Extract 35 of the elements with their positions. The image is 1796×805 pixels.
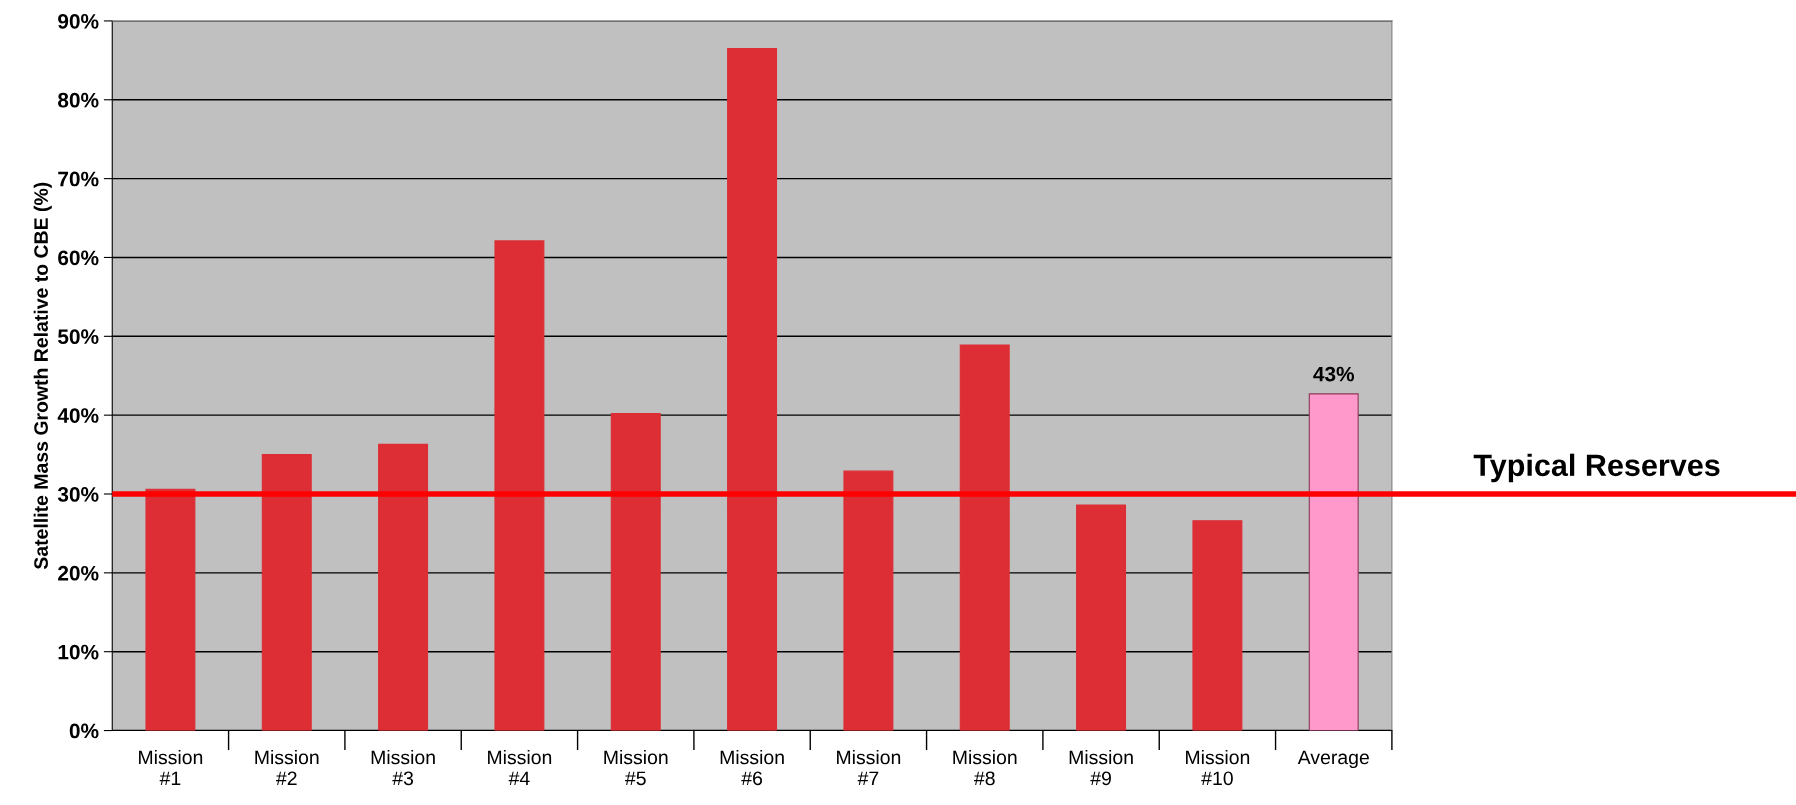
ref-line-label: Typical Reserves — [1473, 453, 1720, 483]
data-label: 43% — [1313, 366, 1355, 382]
x-tick-label: Mission #1 — [139, 749, 203, 786]
bar — [843, 470, 894, 731]
x-tick-label: Mission #9 — [1069, 749, 1133, 786]
y-tick-label: 70% — [58, 171, 99, 187]
bar — [494, 240, 545, 731]
x-tick-label: Mission #3 — [371, 749, 435, 786]
y-tick-label: 50% — [58, 329, 99, 345]
bar — [1192, 520, 1243, 731]
bar — [1076, 504, 1127, 731]
y-tick-label: 20% — [58, 565, 99, 581]
x-tick-label: Mission #4 — [488, 749, 552, 786]
y-tick-label: 30% — [57, 487, 99, 502]
x-tick-label: Mission #5 — [604, 749, 668, 786]
y-tick-label: 10% — [58, 644, 99, 660]
bar — [261, 454, 312, 731]
x-tick-label: Average — [1297, 750, 1369, 769]
x-tick-label: Mission #7 — [837, 749, 901, 786]
bar — [378, 443, 429, 731]
x-tick-label: Mission #2 — [255, 749, 319, 786]
x-tick-label: Mission #8 — [953, 749, 1017, 786]
y-tick-label: 80% — [58, 92, 99, 108]
bar — [959, 344, 1010, 731]
y-tick-label: 90% — [58, 13, 99, 29]
y-tick-label: 60% — [58, 250, 99, 266]
x-tick-label: Mission #6 — [720, 749, 784, 786]
y-axis-title: Satellite Mass Growth Relative to CBE (%) — [33, 182, 52, 570]
bar — [145, 488, 196, 731]
bar — [727, 47, 778, 731]
y-tick-label: 40% — [57, 408, 99, 423]
y-tick-label: 0% — [69, 723, 99, 739]
bar — [610, 413, 661, 731]
bar — [1308, 393, 1359, 731]
x-tick-label: Mission #10 — [1186, 749, 1250, 786]
